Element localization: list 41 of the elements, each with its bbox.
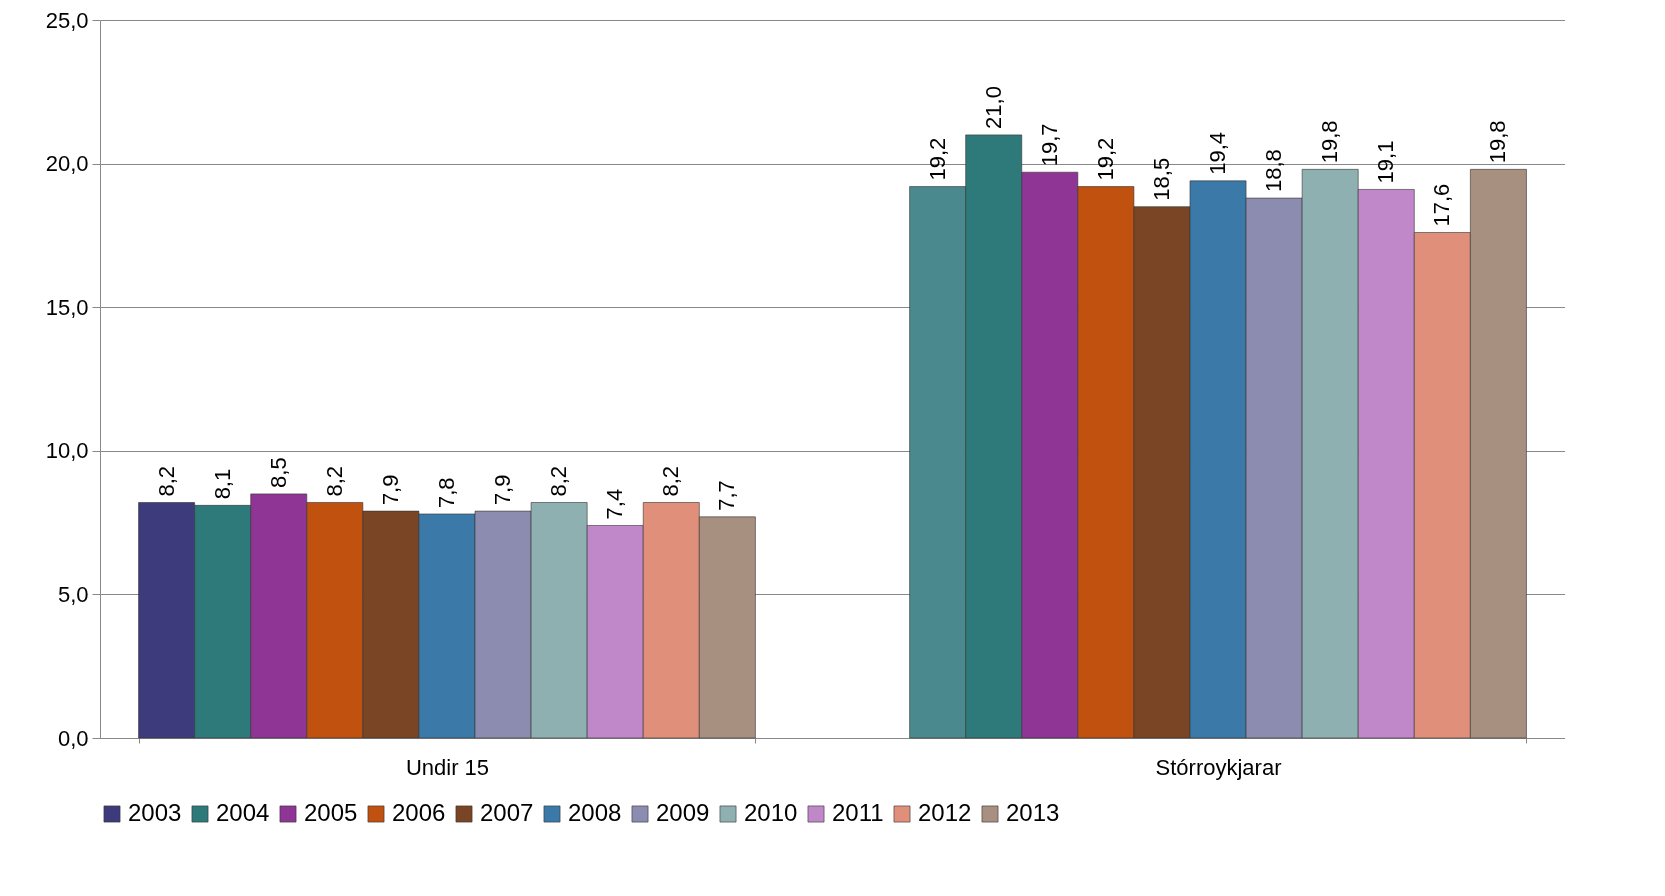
data-label: 7,9 — [377, 474, 403, 506]
legend-label: 2009 — [656, 799, 710, 826]
legend-label: 2004 — [216, 799, 270, 826]
data-label: 21,0 — [980, 86, 1006, 129]
data-label: 18,8 — [1261, 149, 1287, 193]
y-tick-label: 20,0 — [45, 151, 89, 177]
data-label: 19,1 — [1373, 140, 1399, 184]
data-label: 8,5 — [265, 457, 291, 488]
legend-label: 2007 — [480, 799, 534, 826]
legend-label: 2010 — [744, 799, 798, 826]
legend-label: 2006 — [392, 799, 446, 826]
y-tick-label: 5,0 — [57, 581, 89, 607]
data-label: 17,6 — [1429, 183, 1455, 227]
x-tick-label: Stórroykjarar — [1155, 754, 1282, 780]
data-label: 19,2 — [924, 137, 950, 181]
data-label: 19,8 — [1485, 120, 1511, 164]
data-label: 18,5 — [1148, 157, 1174, 201]
data-label: 19,8 — [1317, 120, 1343, 164]
legend-label: 2012 — [918, 799, 972, 826]
data-label: 8,2 — [546, 465, 572, 497]
data-label: 7,4 — [602, 488, 628, 520]
data-label: 7,9 — [490, 474, 516, 506]
legend-label: 2003 — [128, 799, 182, 826]
legend-label: 2008 — [568, 799, 622, 826]
y-tick-label: 15,0 — [45, 294, 89, 320]
data-label: 7,8 — [433, 477, 459, 508]
data-label: 8,1 — [209, 468, 235, 500]
y-tick-label: 25,0 — [45, 7, 89, 33]
y-tick-label: 0,0 — [57, 725, 89, 751]
legend-label: 2013 — [1006, 799, 1060, 826]
data-label: 8,2 — [321, 465, 347, 497]
data-label: 8,2 — [153, 465, 179, 497]
y-tick-label: 10,0 — [45, 438, 89, 464]
data-label: 19,2 — [1092, 137, 1118, 181]
data-label: 7,7 — [714, 480, 740, 511]
legend-label: 2005 — [304, 799, 358, 826]
data-label: 19,7 — [1036, 123, 1062, 167]
data-label: 19,4 — [1205, 132, 1231, 175]
x-tick-label: Undir 15 — [405, 754, 490, 780]
data-label: 8,2 — [658, 465, 684, 497]
legend-label: 2011 — [832, 799, 884, 826]
